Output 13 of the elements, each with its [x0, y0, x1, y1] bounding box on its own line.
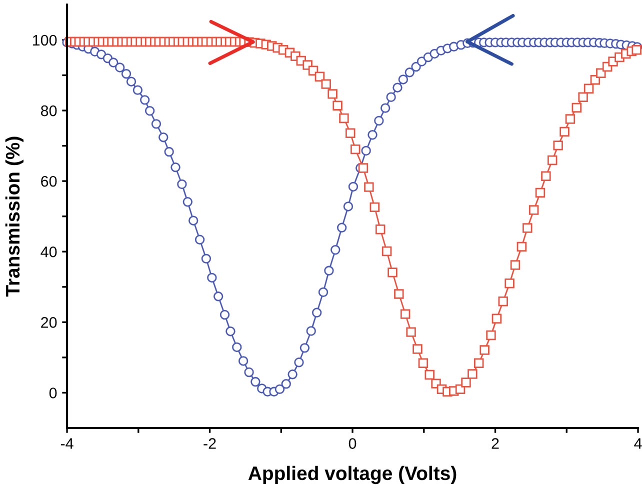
- y-tick-label: 100: [32, 34, 57, 46]
- x-tick-label: -4: [60, 438, 74, 449]
- x-axis-title: Applied voltage (Volts): [248, 466, 456, 484]
- x-tick-label: 0: [348, 438, 356, 449]
- x-tick-label: 2: [492, 438, 499, 449]
- x-tick-label: -2: [204, 438, 216, 449]
- y-tick-label: 20: [41, 317, 57, 328]
- y-tick-label: 0: [49, 388, 57, 398]
- x-tick-label: 4: [634, 438, 642, 449]
- y-tick-label: 80: [40, 105, 57, 116]
- y-axis-title: Transmission (%): [5, 136, 24, 297]
- y-tick-label: 40: [40, 246, 57, 258]
- y-tick-label: 60: [41, 176, 57, 187]
